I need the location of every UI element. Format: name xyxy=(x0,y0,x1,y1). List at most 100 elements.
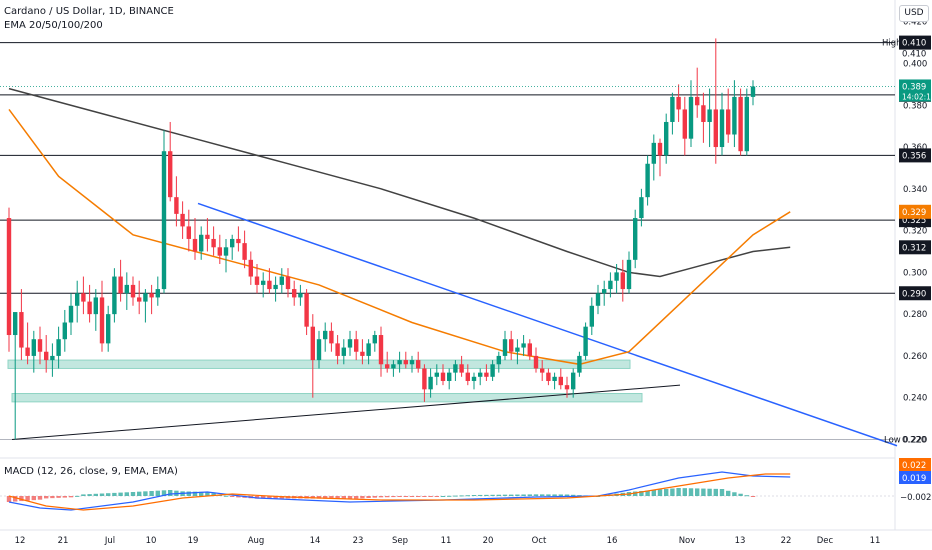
candle xyxy=(670,92,675,135)
macd-histogram-bar xyxy=(657,489,663,496)
candle-body xyxy=(62,322,67,340)
macd-histogram-bar xyxy=(688,488,694,496)
macd-histogram-bar xyxy=(676,488,681,496)
x-tick-label: 21 xyxy=(58,536,69,546)
candle-body xyxy=(639,197,644,219)
macd-histogram-bar xyxy=(465,495,470,497)
candle xyxy=(552,372,557,390)
macd-histogram-bar xyxy=(533,494,539,496)
candle xyxy=(453,360,458,381)
macd-histogram-bar xyxy=(378,496,384,498)
candle xyxy=(490,360,495,381)
candle-body xyxy=(99,297,105,344)
candle xyxy=(688,80,694,148)
candle-body xyxy=(285,276,291,290)
candle xyxy=(589,297,594,336)
candle xyxy=(254,264,260,294)
candle xyxy=(378,326,384,377)
macd-histogram-bar xyxy=(639,491,644,496)
candle xyxy=(124,272,129,310)
macd-histogram-bar xyxy=(62,496,67,498)
macd-histogram-bar xyxy=(571,494,576,496)
macd-histogram-bar xyxy=(633,491,638,496)
macd-histogram-bar xyxy=(664,489,669,496)
level-label-290-bg xyxy=(899,286,931,301)
y-tick-label: 0.420 xyxy=(903,18,927,28)
candle-body xyxy=(50,355,55,361)
y-tick-label: 0.300 xyxy=(903,268,927,278)
macd-histogram-bar xyxy=(130,492,136,496)
x-tick-label: Aug xyxy=(248,536,265,546)
candle-body xyxy=(595,293,601,306)
macd-histogram-bar xyxy=(56,496,61,498)
candle xyxy=(440,364,446,386)
ema-legend: EMA 20/50/100/200 xyxy=(4,20,103,31)
candle-body xyxy=(168,151,173,198)
candle-body xyxy=(385,364,390,369)
macd-histogram-bar xyxy=(81,494,86,496)
macd-histogram-bar xyxy=(397,496,402,497)
candle-body xyxy=(13,312,18,336)
candle xyxy=(19,289,24,361)
candle xyxy=(571,368,576,398)
candle xyxy=(540,360,545,381)
macd-line xyxy=(8,471,791,511)
macd-histogram-bar xyxy=(106,493,111,496)
candle-body xyxy=(137,297,142,302)
candle-body xyxy=(440,372,446,381)
candle xyxy=(434,364,439,386)
candle-body xyxy=(726,109,731,135)
y-tick-label: 0.360 xyxy=(903,143,927,153)
candle xyxy=(180,201,185,239)
x-tick-label: 11 xyxy=(870,536,881,546)
macd-histogram-bar xyxy=(459,495,464,497)
macd-histogram-bar xyxy=(75,495,80,497)
candle-body xyxy=(211,238,216,248)
candle xyxy=(273,276,278,302)
candle-body xyxy=(378,335,384,365)
low-value: 0.220 xyxy=(902,435,926,445)
candle xyxy=(68,293,74,336)
candle-body xyxy=(434,372,439,377)
candle-body xyxy=(750,86,756,97)
macd-histogram-bar xyxy=(37,496,43,500)
candle xyxy=(137,280,142,315)
candle xyxy=(416,351,421,373)
candle xyxy=(695,67,700,118)
candle-body xyxy=(465,372,470,381)
candle-body xyxy=(292,289,297,298)
candle-body xyxy=(546,372,551,381)
ascending-support-line xyxy=(11,384,681,440)
macd-histogram-bar xyxy=(546,494,551,496)
candle xyxy=(37,326,43,365)
candle xyxy=(205,218,210,252)
candle-body xyxy=(304,293,309,327)
candle xyxy=(750,80,756,106)
candle-body xyxy=(106,314,111,344)
descending-trend-line xyxy=(197,202,898,447)
candle xyxy=(657,138,663,177)
candle-body xyxy=(223,247,229,256)
macd-histogram-bar xyxy=(416,496,421,497)
candle-body xyxy=(664,121,669,156)
candle-body xyxy=(354,339,359,352)
macd-histogram-bar xyxy=(527,494,532,496)
x-tick-label: 12 xyxy=(15,536,26,546)
candle-body xyxy=(81,293,86,302)
currency-button[interactable]: USD xyxy=(899,5,929,22)
candle-body xyxy=(174,197,179,214)
candle-body xyxy=(521,343,526,348)
x-tick-label: 22 xyxy=(781,536,792,546)
ema-50-value: 0.329 xyxy=(902,208,926,218)
candle xyxy=(93,289,98,331)
candle-body xyxy=(738,96,743,152)
level-label-325: 0.325 xyxy=(902,216,926,226)
candle-body xyxy=(366,343,371,356)
macd-histogram-bar xyxy=(478,494,483,496)
macd-histogram-bar xyxy=(484,494,489,496)
candle xyxy=(174,176,179,227)
x-tick-label: 20 xyxy=(483,536,494,546)
macd-histogram-bar xyxy=(236,496,241,498)
x-tick-label: Nov xyxy=(679,536,696,546)
